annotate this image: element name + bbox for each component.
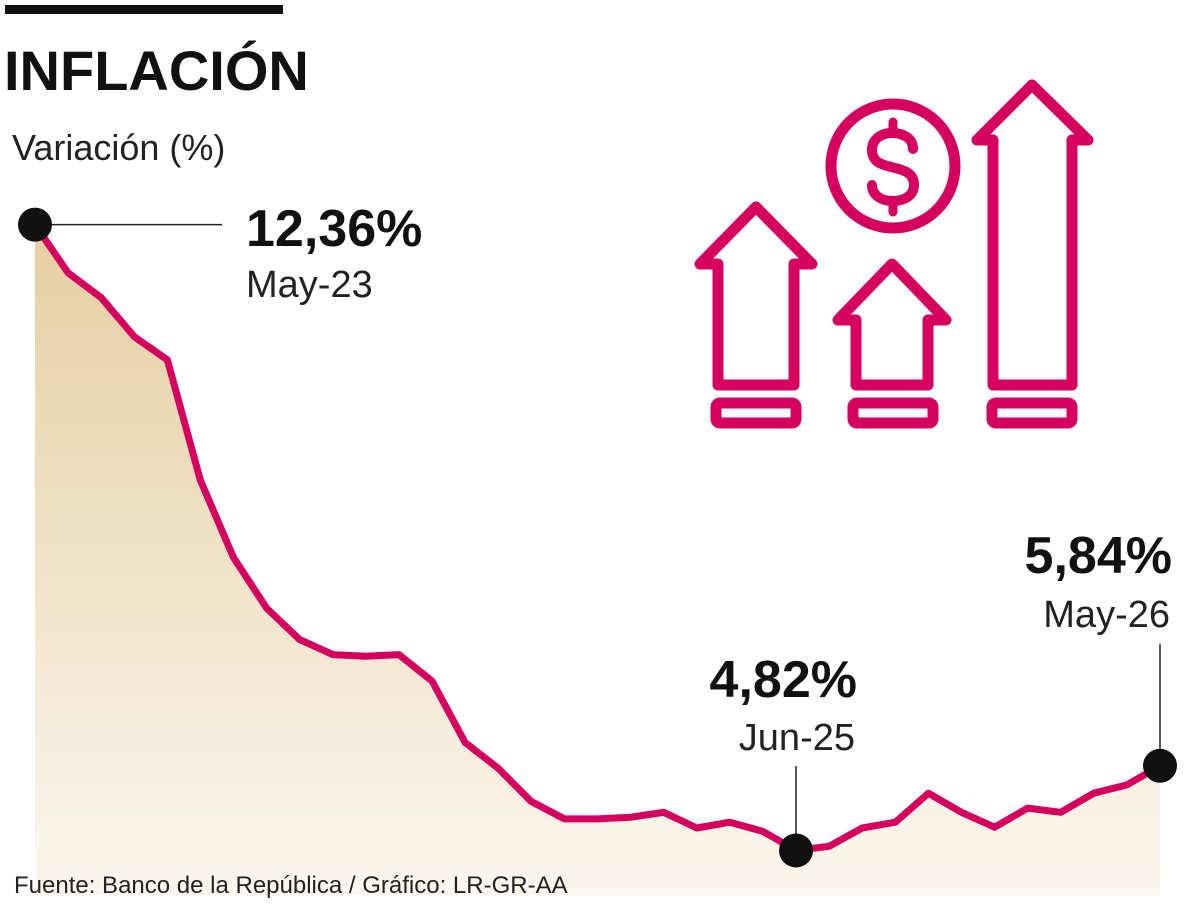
annotation-value: 5,84% bbox=[1025, 527, 1172, 585]
annotation-date: Jun-25 bbox=[739, 717, 855, 759]
money-growth-arrows-icon bbox=[694, 79, 1094, 429]
y-axis-label: Variación (%) bbox=[12, 127, 225, 168]
annotation-date: May-26 bbox=[1043, 594, 1170, 636]
area-fill-path bbox=[35, 224, 1160, 896]
annotation-value: 4,82% bbox=[710, 651, 857, 709]
annotation-labels: 12,36% May-23 4,82% Jun-25 5,84% May-26 bbox=[246, 200, 1172, 759]
highlight-point bbox=[779, 833, 814, 868]
chart-title: INFLACIÓN bbox=[4, 39, 309, 102]
annotation-value: 12,36% bbox=[246, 200, 422, 258]
highlight-point bbox=[1143, 748, 1177, 783]
header-rule bbox=[5, 5, 283, 14]
series-line bbox=[31, 221, 1164, 854]
highlight-point bbox=[18, 207, 52, 242]
source-note: Fuente: Banco de la República / Gráfico:… bbox=[14, 872, 568, 899]
area-fill bbox=[35, 224, 1160, 896]
series-line-path bbox=[31, 221, 1164, 854]
highlight-points bbox=[18, 207, 1177, 868]
annotation-date: May-23 bbox=[246, 264, 373, 306]
